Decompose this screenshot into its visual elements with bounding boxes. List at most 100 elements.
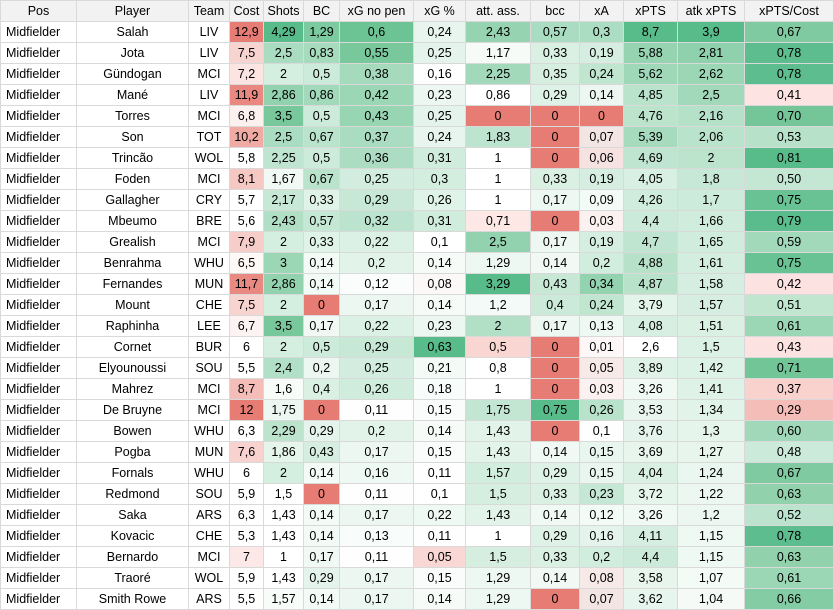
cell-xa[interactable]: 0,03 (579, 378, 624, 400)
cell-cost[interactable]: 10,2 (229, 126, 264, 148)
cell-xpts[interactable]: 3,58 (623, 567, 678, 589)
cell-team[interactable]: MCI (188, 546, 230, 568)
table-row[interactable]: Midfielder Bowen WHU 6,3 2,29 0,29 0,2 0,14 1,43… (0, 420, 833, 442)
cell-xg-no-pen[interactable]: 0,22 (339, 231, 414, 253)
cell-atk-xpts[interactable]: 1,27 (677, 441, 745, 463)
cell-shots[interactable]: 3,5 (263, 315, 304, 337)
cell-bc[interactable]: 0 (303, 294, 340, 316)
cell-att-ass[interactable]: 1 (465, 147, 531, 169)
cell-pos[interactable]: Midfielder (0, 315, 77, 337)
cell-xpts[interactable]: 3,89 (623, 357, 678, 379)
cell-att-ass[interactable]: 1,17 (465, 42, 531, 64)
cell-bc[interactable]: 0,33 (303, 231, 340, 253)
cell-shots[interactable]: 2,4 (263, 357, 304, 379)
cell-xpts-per-cost[interactable]: 0,41 (744, 84, 833, 106)
cell-xg-no-pen[interactable]: 0,22 (339, 315, 414, 337)
cell-xpts[interactable]: 4,4 (623, 546, 678, 568)
table-row[interactable]: Midfielder Mahrez MCI 8,7 1,6 0,4 0,26 0,18 1 0 0,… (0, 378, 833, 400)
cell-att-ass[interactable]: 1,29 (465, 252, 531, 274)
cell-xpts-per-cost[interactable]: 0,50 (744, 168, 833, 190)
cell-player[interactable]: Redmond (76, 483, 189, 505)
cell-cost[interactable]: 5,5 (229, 357, 264, 379)
column-header-bcc[interactable]: bcc (530, 0, 580, 22)
cell-bcc[interactable]: 0,33 (530, 42, 580, 64)
cell-shots[interactable]: 3,5 (263, 105, 304, 127)
cell-player[interactable]: Bowen (76, 420, 189, 442)
cell-shots[interactable]: 2 (263, 462, 304, 484)
table-row[interactable]: Midfielder Redmond SOU 5,9 1,5 0 0,11 0,1 1,5 0,3… (0, 483, 833, 505)
cell-xg-no-pen[interactable]: 0,17 (339, 441, 414, 463)
cell-xa[interactable]: 0,3 (579, 21, 624, 43)
cell-xg-no-pen[interactable]: 0,11 (339, 546, 414, 568)
cell-xg-no-pen[interactable]: 0,25 (339, 357, 414, 379)
cell-xg-no-pen[interactable]: 0,37 (339, 126, 414, 148)
cell-bcc[interactable]: 0 (530, 378, 580, 400)
cell-team[interactable]: ARS (188, 588, 230, 610)
cell-cost[interactable]: 7,5 (229, 294, 264, 316)
cell-xpts-per-cost[interactable]: 0,63 (744, 483, 833, 505)
cell-player[interactable]: Trincão (76, 147, 189, 169)
cell-cost[interactable]: 5,7 (229, 189, 264, 211)
cell-xg-pct[interactable]: 0,08 (413, 273, 466, 295)
cell-xg-pct[interactable]: 0,26 (413, 189, 466, 211)
cell-pos[interactable]: Midfielder (0, 567, 77, 589)
cell-bc[interactable]: 0,14 (303, 525, 340, 547)
cell-atk-xpts[interactable]: 1,15 (677, 525, 745, 547)
cell-player[interactable]: Cornet (76, 336, 189, 358)
cell-att-ass[interactable]: 1,29 (465, 588, 531, 610)
cell-pos[interactable]: Midfielder (0, 546, 77, 568)
cell-atk-xpts[interactable]: 1,24 (677, 462, 745, 484)
cell-xpts-per-cost[interactable]: 0,51 (744, 294, 833, 316)
cell-xpts-per-cost[interactable]: 0,60 (744, 420, 833, 442)
cell-xg-pct[interactable]: 0,22 (413, 504, 466, 526)
cell-cost[interactable]: 6,7 (229, 315, 264, 337)
table-row[interactable]: Midfielder Benrahma WHU 6,5 3 0,14 0,2 0,14 1,29… (0, 252, 833, 274)
cell-atk-xpts[interactable]: 1,15 (677, 546, 745, 568)
cell-att-ass[interactable]: 1,57 (465, 462, 531, 484)
cell-pos[interactable]: Midfielder (0, 399, 77, 421)
cell-bc[interactable]: 0,14 (303, 273, 340, 295)
cell-xpts[interactable]: 3,79 (623, 294, 678, 316)
cell-atk-xpts[interactable]: 1,3 (677, 420, 745, 442)
cell-atk-xpts[interactable]: 1,04 (677, 588, 745, 610)
cell-atk-xpts[interactable]: 1,41 (677, 378, 745, 400)
table-row[interactable]: Midfielder Traoré WOL 5,9 1,43 0,29 0,17 0,15 1,… (0, 567, 833, 589)
cell-pos[interactable]: Midfielder (0, 294, 77, 316)
cell-bcc[interactable]: 0,57 (530, 21, 580, 43)
cell-bc[interactable]: 0 (303, 399, 340, 421)
cell-player[interactable]: Saka (76, 504, 189, 526)
cell-bcc[interactable]: 0,17 (530, 231, 580, 253)
cell-cost[interactable]: 11,9 (229, 84, 264, 106)
cell-player[interactable]: Son (76, 126, 189, 148)
cell-xa[interactable]: 0,2 (579, 546, 624, 568)
cell-pos[interactable]: Midfielder (0, 525, 77, 547)
cell-bc[interactable]: 0,5 (303, 63, 340, 85)
cell-att-ass[interactable]: 1,75 (465, 399, 531, 421)
cell-atk-xpts[interactable]: 1,42 (677, 357, 745, 379)
cell-att-ass[interactable]: 1,5 (465, 483, 531, 505)
cell-bc[interactable]: 0,14 (303, 504, 340, 526)
cell-xg-pct[interactable]: 0,25 (413, 105, 466, 127)
cell-xa[interactable]: 0,07 (579, 126, 624, 148)
cell-bcc[interactable]: 0,29 (530, 462, 580, 484)
table-row[interactable]: Midfielder Trincão WOL 5,8 2,25 0,5 0,36 0,31 1 0… (0, 147, 833, 169)
cell-cost[interactable]: 6,3 (229, 420, 264, 442)
cell-xa[interactable]: 0,13 (579, 315, 624, 337)
cell-cost[interactable]: 5,6 (229, 210, 264, 232)
cell-player[interactable]: Kovacic (76, 525, 189, 547)
cell-xg-no-pen[interactable]: 0,16 (339, 462, 414, 484)
cell-cost[interactable]: 6,5 (229, 252, 264, 274)
cell-bcc[interactable]: 0,33 (530, 483, 580, 505)
cell-player[interactable]: Grealish (76, 231, 189, 253)
cell-att-ass[interactable]: 0,86 (465, 84, 531, 106)
cell-bc[interactable]: 0,17 (303, 315, 340, 337)
cell-att-ass[interactable]: 1,43 (465, 441, 531, 463)
cell-bc[interactable]: 0,5 (303, 336, 340, 358)
cell-att-ass[interactable]: 2,5 (465, 231, 531, 253)
cell-team[interactable]: WOL (188, 567, 230, 589)
cell-cost[interactable]: 7,2 (229, 63, 264, 85)
table-row[interactable]: Midfielder Pogba MUN 7,6 1,86 0,43 0,17 0,15 1,4… (0, 441, 833, 463)
cell-bc[interactable]: 0,67 (303, 168, 340, 190)
cell-shots[interactable]: 2,86 (263, 273, 304, 295)
cell-player[interactable]: Mount (76, 294, 189, 316)
